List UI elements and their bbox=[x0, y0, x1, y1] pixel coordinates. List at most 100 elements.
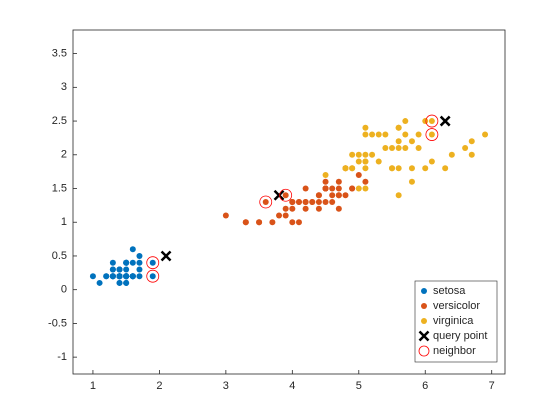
point bbox=[136, 259, 143, 266]
y-tick-label: 0.5 bbox=[52, 250, 67, 262]
point bbox=[335, 205, 342, 212]
point bbox=[342, 192, 349, 199]
point bbox=[329, 192, 336, 199]
point bbox=[482, 131, 489, 138]
point bbox=[129, 259, 136, 266]
point bbox=[355, 151, 362, 158]
y-tick-label: 1.5 bbox=[52, 182, 67, 194]
query-marker bbox=[439, 115, 451, 127]
point bbox=[123, 273, 130, 280]
point bbox=[408, 165, 415, 172]
y-tick-label: 3 bbox=[61, 81, 67, 93]
legend-marker bbox=[421, 288, 427, 294]
point bbox=[322, 199, 329, 205]
legend-label: setosa bbox=[433, 285, 466, 297]
neighbor-marker bbox=[259, 195, 273, 209]
x-tick-label: 7 bbox=[489, 380, 495, 392]
y-tick-label: -1 bbox=[57, 351, 67, 363]
point bbox=[395, 192, 402, 199]
point bbox=[395, 165, 402, 172]
point bbox=[468, 138, 475, 145]
point bbox=[116, 273, 123, 280]
point bbox=[362, 178, 369, 185]
point bbox=[382, 131, 389, 138]
point bbox=[415, 145, 422, 152]
point bbox=[302, 185, 309, 192]
point bbox=[362, 124, 369, 131]
point bbox=[269, 219, 276, 226]
y-tick-label: 0 bbox=[61, 284, 67, 296]
point bbox=[329, 199, 336, 205]
point bbox=[129, 246, 136, 253]
point bbox=[322, 172, 329, 179]
point bbox=[136, 266, 143, 273]
point bbox=[375, 131, 382, 138]
point bbox=[335, 185, 342, 192]
point bbox=[295, 219, 302, 226]
point bbox=[442, 165, 449, 172]
neighbor-marker bbox=[146, 256, 160, 270]
point bbox=[375, 158, 382, 165]
point bbox=[276, 212, 283, 219]
point bbox=[395, 138, 402, 145]
point bbox=[262, 199, 269, 205]
point bbox=[369, 151, 376, 158]
point bbox=[369, 131, 376, 138]
point bbox=[335, 192, 342, 199]
point bbox=[309, 199, 316, 205]
point bbox=[136, 252, 143, 259]
point bbox=[222, 212, 229, 219]
point bbox=[282, 192, 289, 199]
x-tick-label: 6 bbox=[422, 380, 428, 392]
point bbox=[349, 185, 356, 192]
point bbox=[342, 165, 349, 172]
point bbox=[256, 219, 263, 226]
point bbox=[422, 118, 429, 125]
point bbox=[382, 145, 389, 152]
point bbox=[282, 212, 289, 219]
point bbox=[116, 266, 123, 273]
point bbox=[462, 145, 469, 152]
legend-label: virginica bbox=[433, 315, 474, 327]
point bbox=[335, 178, 342, 185]
point bbox=[109, 259, 116, 266]
point bbox=[315, 192, 322, 199]
point bbox=[349, 165, 356, 172]
neighbor-marker bbox=[279, 188, 293, 202]
point bbox=[402, 118, 409, 125]
y-tick-label: 1 bbox=[61, 216, 67, 228]
point bbox=[149, 259, 156, 266]
point bbox=[422, 165, 429, 172]
point bbox=[389, 165, 396, 172]
point bbox=[389, 145, 396, 152]
y-tick-label: 3.5 bbox=[52, 48, 67, 60]
point bbox=[322, 185, 329, 192]
point bbox=[402, 145, 409, 152]
x-tick-label: 2 bbox=[156, 380, 162, 392]
legend-marker bbox=[421, 303, 427, 309]
neighbor-marker bbox=[425, 114, 439, 128]
point bbox=[109, 273, 116, 280]
point bbox=[408, 178, 415, 185]
point bbox=[302, 199, 309, 205]
y-tick-label: -0.5 bbox=[48, 317, 67, 329]
query-marker bbox=[160, 250, 172, 262]
point bbox=[415, 131, 422, 138]
point bbox=[315, 205, 322, 212]
point bbox=[136, 273, 143, 280]
legend-marker bbox=[418, 345, 430, 357]
legend-label: neighbor bbox=[433, 345, 476, 357]
point bbox=[116, 279, 123, 286]
legend-label: query point bbox=[433, 330, 487, 342]
point bbox=[362, 165, 369, 172]
point bbox=[408, 138, 415, 145]
point bbox=[315, 199, 322, 205]
neighbor-marker bbox=[425, 128, 439, 141]
query-marker bbox=[273, 189, 285, 201]
point bbox=[428, 131, 435, 138]
point bbox=[428, 158, 435, 165]
point bbox=[242, 219, 249, 226]
point bbox=[355, 158, 362, 165]
x-tick-label: 4 bbox=[289, 380, 295, 392]
